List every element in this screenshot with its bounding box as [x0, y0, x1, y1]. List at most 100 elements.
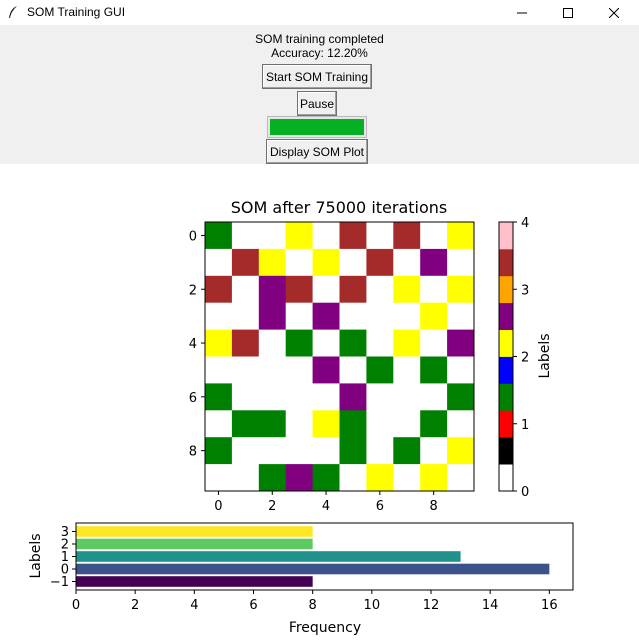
- som-cell: [420, 383, 448, 411]
- som-cell: [312, 437, 340, 465]
- som-cell: [205, 275, 233, 304]
- bar-x-tick-label: 8: [309, 598, 317, 613]
- som-cell: [339, 383, 367, 411]
- pause-button[interactable]: Pause: [297, 91, 337, 116]
- som-cell: [393, 302, 421, 330]
- frequency-bar: [76, 551, 461, 562]
- som-cell: [393, 356, 421, 384]
- bar-x-tick-label: 10: [364, 598, 381, 613]
- heatmap-title: SOM after 75000 iterations: [231, 198, 448, 217]
- som-cell: [339, 302, 367, 330]
- frequency-bars: [76, 526, 550, 587]
- som-cell: [420, 248, 448, 277]
- som-cell: [339, 437, 367, 465]
- som-cell: [366, 356, 394, 384]
- bar-x-tick-label: 2: [131, 598, 139, 613]
- som-cell: [231, 302, 260, 330]
- frequency-bar: [76, 576, 313, 587]
- x-tick-label: 0: [214, 499, 222, 514]
- som-cell: [366, 437, 394, 465]
- colorbar-segment: [499, 248, 513, 277]
- heatmap-x-ticks: 0 2 4 6 8: [214, 491, 438, 514]
- som-cell: [312, 222, 340, 250]
- som-cell: [312, 329, 340, 357]
- som-cell: [258, 222, 287, 250]
- som-cell: [205, 329, 233, 357]
- som-figure-canvas: SOM after 75000 iterations 0 2 4 6 8 0 2 4 6 8 0…: [28, 198, 574, 636]
- som-cell: [420, 275, 448, 304]
- som-cell: [366, 275, 394, 304]
- som-cell: [285, 248, 313, 277]
- bar-y-tick-label: −1: [50, 575, 69, 590]
- colorbar-tick-label: 4: [521, 216, 529, 231]
- controls-panel: SOM training completed Accuracy: 12.20% …: [0, 25, 639, 164]
- som-cell: [393, 222, 421, 250]
- som-cell: [393, 275, 421, 304]
- som-cell: [285, 302, 313, 330]
- som-cell: [420, 410, 448, 438]
- som-cell: [258, 437, 287, 465]
- som-cell: [420, 302, 448, 330]
- som-cell: [285, 356, 313, 384]
- colorbar-tick-label: 1: [521, 418, 529, 433]
- som-cell: [393, 410, 421, 438]
- som-cell: [312, 302, 340, 330]
- som-cell: [205, 248, 233, 277]
- display-plot-button[interactable]: Display SOM Plot: [266, 139, 368, 164]
- som-cell: [339, 464, 367, 492]
- som-cell: [447, 302, 475, 330]
- som-cell: [447, 222, 475, 250]
- som-cell: [285, 437, 313, 465]
- som-cell: [366, 464, 394, 492]
- som-cell: [393, 248, 421, 277]
- som-cell: [205, 410, 233, 438]
- som-cell: [339, 248, 367, 277]
- bar-y-tick-label: 2: [61, 538, 69, 553]
- minimize-button[interactable]: [499, 0, 545, 25]
- som-cell: [366, 329, 394, 357]
- som-cell: [393, 383, 421, 411]
- frequency-bar: [76, 563, 550, 575]
- colorbar-segment: [499, 329, 513, 357]
- som-cell: [447, 329, 475, 357]
- som-cell: [447, 248, 475, 277]
- feather-icon: [9, 6, 17, 18]
- y-tick-label: 2: [189, 283, 197, 298]
- som-cell: [393, 437, 421, 465]
- colorbar-tick-label: 2: [521, 351, 529, 366]
- bar-x-ticks: 0 2 4 6 8 10 12 14 16: [72, 590, 558, 613]
- som-cell: [420, 464, 448, 492]
- som-cell: [339, 356, 367, 384]
- som-figure: SOM after 75000 iterations 0 2 4 6 8 0 2 4 6 8 0…: [0, 164, 639, 641]
- colorbar-segment: [499, 464, 513, 492]
- som-cell: [447, 410, 475, 438]
- colorbar: [499, 222, 513, 492]
- minimize-icon: [517, 12, 527, 13]
- som-cell: [366, 222, 394, 250]
- bar-x-tick-label: 4: [190, 598, 198, 613]
- bar-x-tick-label: 14: [482, 598, 499, 613]
- som-cell: [231, 383, 260, 411]
- som-cell: [285, 410, 313, 438]
- y-tick-label: 8: [189, 445, 197, 460]
- som-cell: [258, 302, 287, 330]
- som-cell: [339, 329, 367, 357]
- som-cell: [339, 222, 367, 250]
- som-cell: [205, 464, 233, 492]
- close-icon: [609, 7, 619, 18]
- maximize-button[interactable]: [545, 0, 591, 25]
- bar-x-tick-label: 12: [423, 598, 440, 613]
- close-button[interactable]: [591, 0, 637, 25]
- start-training-button[interactable]: Start SOM Training: [262, 64, 372, 89]
- som-cell: [447, 356, 475, 384]
- colorbar-tick-label: 0: [521, 485, 529, 500]
- frequency-bar: [76, 538, 313, 550]
- som-cell: [285, 222, 313, 250]
- som-cell: [339, 410, 367, 438]
- som-cell: [312, 248, 340, 277]
- som-cell: [231, 222, 260, 250]
- maximize-icon: [563, 7, 573, 18]
- som-cell: [393, 329, 421, 357]
- som-cell: [366, 302, 394, 330]
- bar-y-tick-label: 1: [61, 550, 69, 565]
